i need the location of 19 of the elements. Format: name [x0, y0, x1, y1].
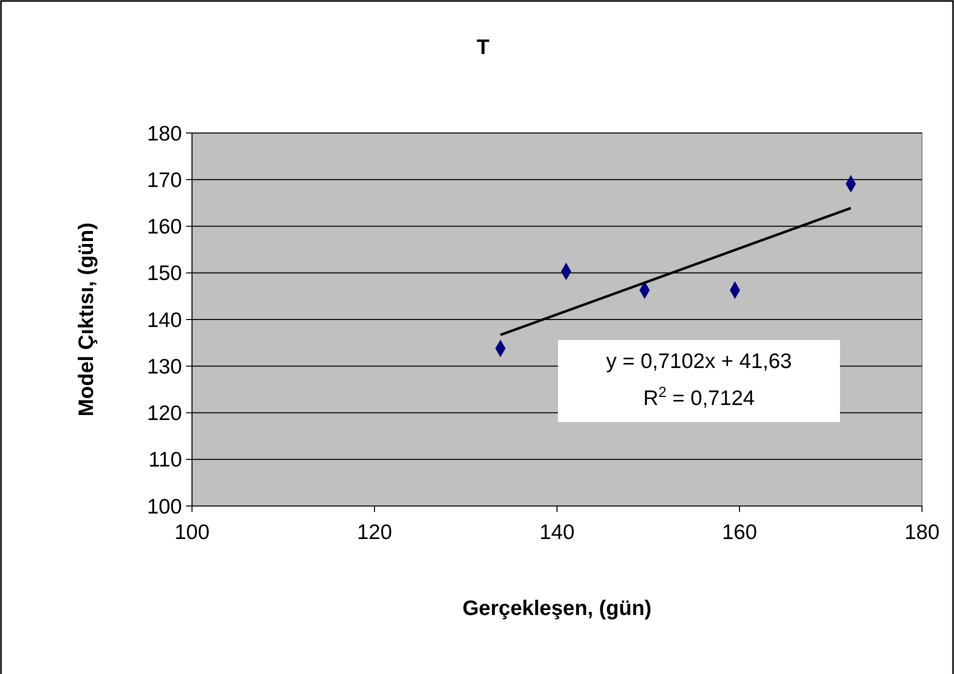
chart-title: T	[476, 36, 490, 59]
x-axis-title: Gerçekleşen, (gün)	[462, 597, 652, 620]
x-tick-label: 120	[356, 521, 392, 544]
x-tick-label: 180	[904, 521, 940, 544]
y-tick-label: 100	[146, 495, 182, 518]
y-tick-label: 130	[146, 355, 182, 378]
y-tick-label: 110	[148, 448, 182, 472]
y-axis-title: Model Çıktısı, (gün)	[75, 222, 98, 416]
x-tick-label: 100	[174, 521, 210, 544]
x-tick-label: 160	[722, 521, 758, 544]
annotation: y = 0,7102x + 41,63	[606, 350, 792, 373]
y-tick-label: 160	[146, 216, 182, 239]
y-tick-label: 180	[146, 122, 182, 146]
y-tick-label: 120	[146, 402, 182, 426]
y-tick-label: 140	[146, 308, 182, 332]
y-tick-label: 170	[146, 168, 182, 192]
annotation: R$^{2}$ = 0,7124	[643, 385, 756, 410]
x-tick-label: 140	[539, 521, 575, 544]
y-tick-label: 150	[146, 262, 182, 286]
